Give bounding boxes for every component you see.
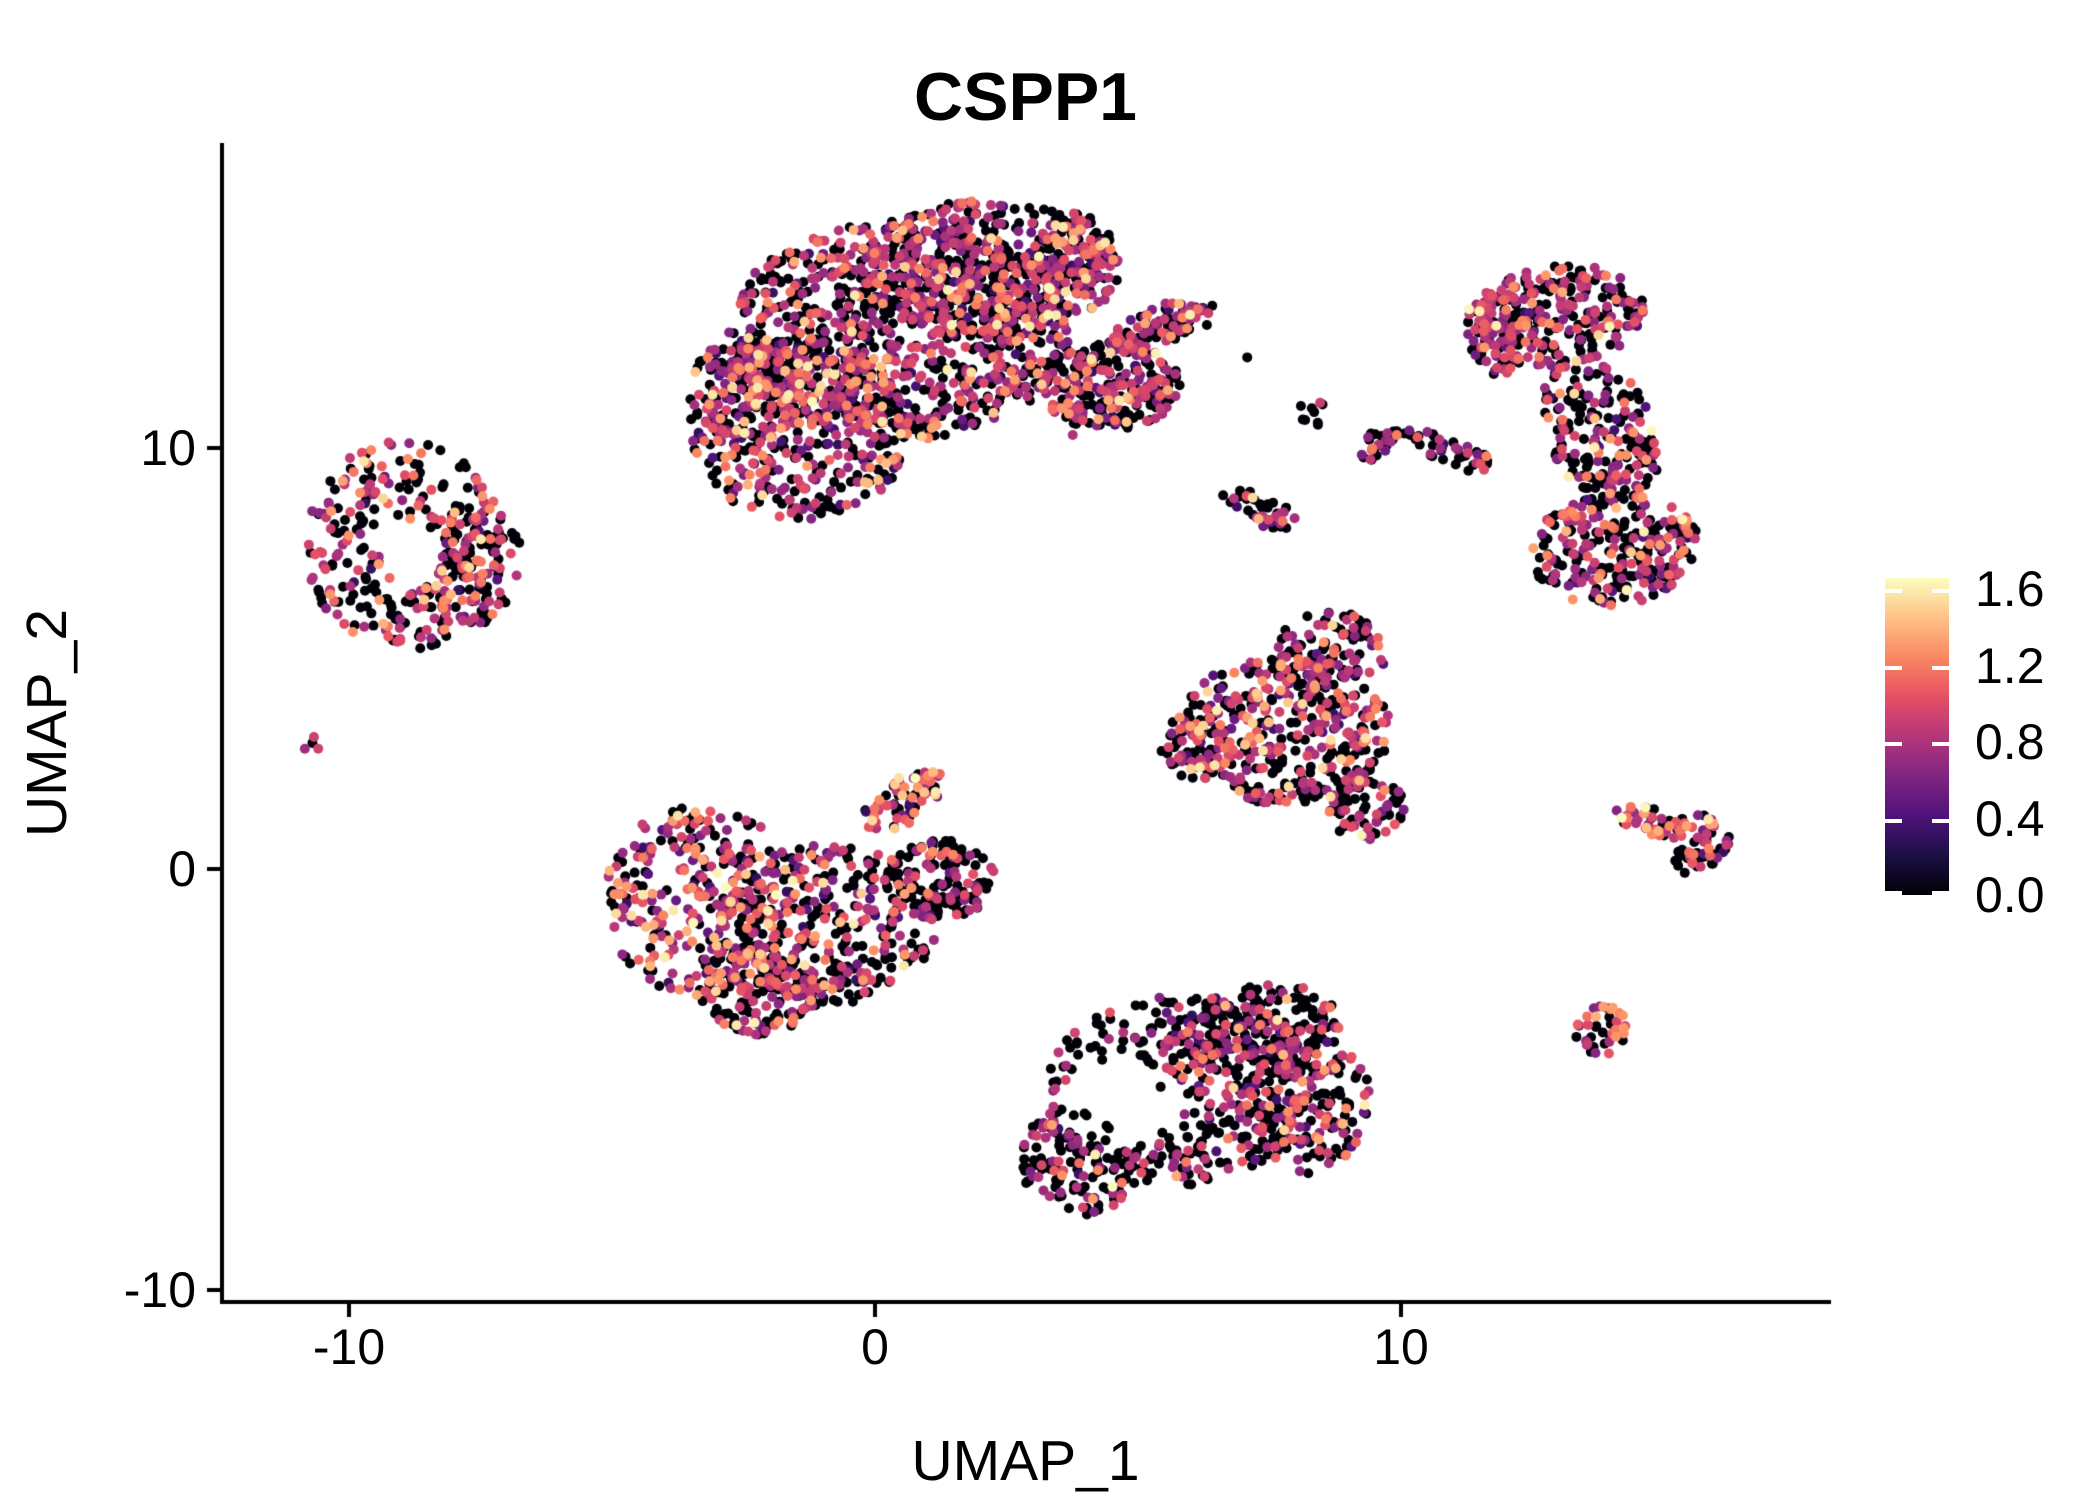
y-axis-title: UMAP_2 bbox=[15, 608, 79, 838]
y-tick-label-0: -10 bbox=[123, 1262, 196, 1318]
legend-tick-label-0: 0.0 bbox=[1975, 867, 2045, 923]
plot-title: CSPP1 bbox=[914, 59, 1137, 135]
legend-notch-4-0 bbox=[1885, 589, 1902, 594]
legend-notch-2-0 bbox=[1885, 742, 1902, 747]
legend-notch-0-0 bbox=[1885, 891, 1902, 895]
legend-tick-label-3: 1.2 bbox=[1975, 637, 2045, 694]
legend-tick-label-4: 1.6 bbox=[1975, 561, 2045, 618]
legend-notch-4-1 bbox=[1932, 589, 1949, 594]
x-axis-title: UMAP_1 bbox=[911, 1429, 1140, 1493]
legend-notch-1-1 bbox=[1932, 818, 1949, 823]
x-tick-label-0: -10 bbox=[312, 1319, 386, 1375]
legend-tick-label-2: 0.8 bbox=[1975, 714, 2045, 771]
y-tick-label-1: 0 bbox=[168, 841, 196, 897]
x-tick-label-2: 10 bbox=[1373, 1319, 1429, 1375]
legend-notch-1-0 bbox=[1885, 818, 1902, 823]
legend-tick-label-1: 0.4 bbox=[1975, 790, 2045, 847]
legend-notch-3-1 bbox=[1932, 665, 1949, 670]
legend-notch-3-0 bbox=[1885, 665, 1902, 670]
x-tick-label-1: 0 bbox=[861, 1319, 889, 1375]
legend-notch-0-1 bbox=[1932, 891, 1949, 895]
y-tick-label-2: 10 bbox=[140, 420, 196, 476]
legend-notch-2-1 bbox=[1932, 742, 1949, 747]
colorbar-legend bbox=[1885, 578, 1949, 895]
